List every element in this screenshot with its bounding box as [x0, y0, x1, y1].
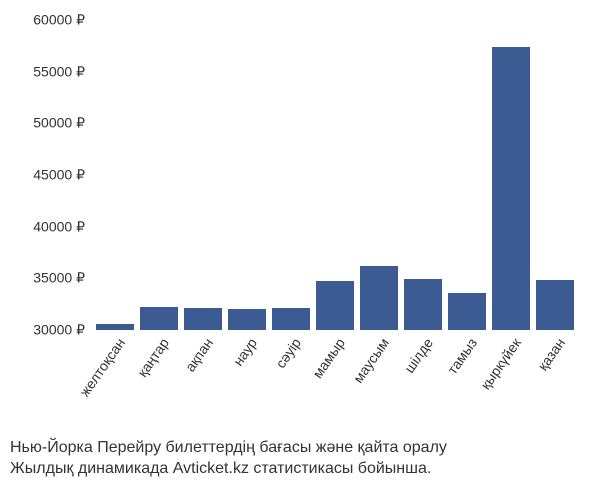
x-label-slot: наур — [228, 335, 266, 435]
y-tick-label: 30000 ₽ — [0, 322, 85, 339]
y-tick-label: 60000 ₽ — [0, 12, 85, 29]
x-tick-label: қаңтар — [134, 335, 172, 380]
bar — [316, 281, 354, 330]
chart-caption: Нью-Йорка Перейру билеттердің бағасы жән… — [10, 438, 590, 480]
bars-group — [90, 20, 580, 330]
bar — [272, 308, 310, 330]
x-label-slot: қаңтар — [140, 335, 178, 435]
bar — [228, 309, 266, 330]
bar — [492, 47, 530, 330]
x-label-slot: желтоқсан — [96, 335, 134, 435]
chart-container: 30000 ₽ 35000 ₽ 40000 ₽ 45000 ₽ 50000 ₽ 55000… — [0, 0, 600, 500]
y-tick-label: 45000 ₽ — [0, 167, 85, 184]
bar — [404, 279, 442, 330]
bar — [536, 280, 574, 330]
y-tick-label: 40000 ₽ — [0, 218, 85, 235]
x-label-slot: ақпан — [184, 335, 222, 435]
y-tick-label: 50000 ₽ — [0, 115, 85, 132]
x-label-slot: мамыр — [316, 335, 354, 435]
bar — [448, 293, 486, 330]
x-tick-label: шілде — [401, 335, 436, 376]
bar — [184, 308, 222, 330]
x-tick-label: мамыр — [309, 335, 348, 381]
caption-line-2: Жылдық динамикада Avticket.kz статистика… — [10, 460, 431, 477]
x-tick-label: тамыз — [444, 335, 480, 377]
x-tick-label: сәуір — [272, 335, 304, 371]
bar — [96, 324, 134, 330]
x-tick-label: ақпан — [182, 335, 216, 374]
x-label-slot: сәуір — [272, 335, 310, 435]
y-tick-label: 55000 ₽ — [0, 63, 85, 80]
x-label-slot: қыркүйек — [492, 335, 530, 435]
bar — [140, 307, 178, 330]
x-label-slot: маусым — [360, 335, 398, 435]
x-label-slot: шілде — [404, 335, 442, 435]
bar — [360, 266, 398, 330]
x-tick-label: наур — [230, 335, 260, 369]
x-axis-labels: желтоқсанқаңтарақпаннаурсәуірмамырмаусым… — [90, 335, 580, 435]
x-tick-label: желтоқсан — [76, 335, 128, 400]
x-tick-label: қазан — [535, 335, 569, 373]
caption-line-1: Нью-Йорка Перейру билеттердің бағасы жән… — [10, 439, 447, 456]
y-tick-label: 35000 ₽ — [0, 270, 85, 287]
plot-area — [90, 20, 580, 330]
x-label-slot: қазан — [536, 335, 574, 435]
x-tick-label: маусым — [350, 335, 392, 386]
